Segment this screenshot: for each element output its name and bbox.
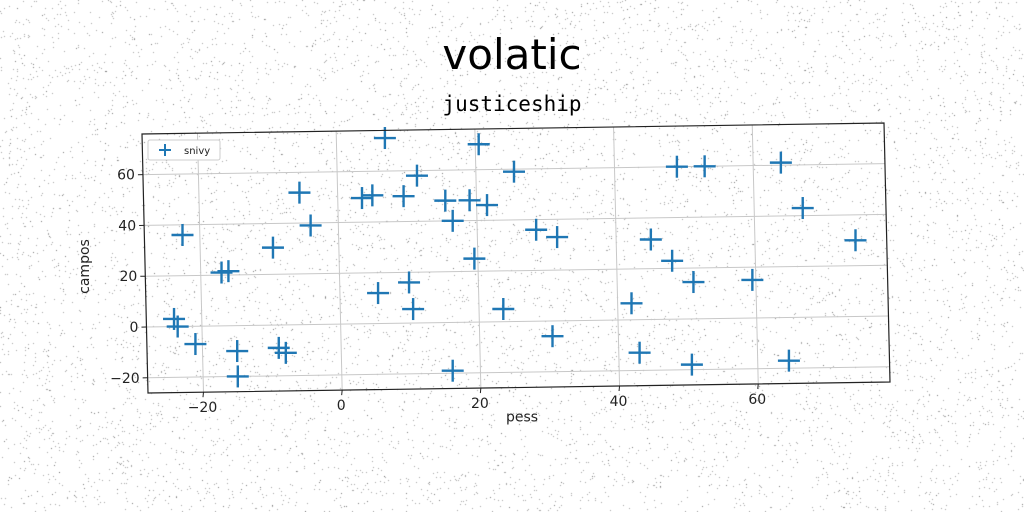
- x-axis-label: pess: [506, 410, 538, 426]
- data-point: [171, 224, 194, 247]
- data-point: [844, 229, 867, 252]
- data-point: [226, 365, 249, 388]
- data-point: [503, 160, 525, 183]
- x-gridline: [196, 133, 204, 393]
- axis-ticks: −20 0 20 40 60 −20 0 20 40 60: [110, 168, 766, 417]
- grid-lines: [142, 124, 890, 393]
- data-point: [350, 187, 373, 210]
- data-point: [546, 226, 569, 249]
- data-point: [682, 271, 705, 294]
- data-point: [226, 340, 249, 363]
- x-tick-label: −20: [188, 400, 218, 416]
- data-point: [680, 353, 703, 376]
- data-point: [661, 249, 684, 272]
- data-point: [665, 155, 688, 178]
- data-point: [541, 325, 564, 348]
- data-point: [288, 181, 311, 204]
- data-point: [791, 197, 814, 220]
- data-point: [441, 359, 464, 382]
- data-point: [274, 341, 297, 364]
- data-point: [467, 133, 490, 156]
- y-tick-label: 60: [117, 168, 135, 184]
- data-point: [476, 194, 499, 217]
- x-tick-mark: [479, 388, 482, 394]
- data-point: [441, 209, 464, 232]
- data-point: [261, 236, 284, 259]
- x-tick-mark: [618, 385, 621, 392]
- y-gridline: [146, 315, 889, 328]
- data-point: [620, 292, 643, 315]
- y-tick-label: 0: [130, 320, 139, 336]
- data-point: [166, 315, 189, 338]
- data-point: [361, 184, 384, 207]
- x-gridline: [751, 124, 759, 384]
- data-point: [392, 185, 415, 208]
- y-axis-label: campos: [77, 239, 93, 294]
- x-tick-label: 40: [610, 394, 628, 410]
- data-point: [217, 260, 240, 283]
- data-point: [367, 282, 390, 305]
- x-gridline: [335, 131, 343, 391]
- y-tick-label: 40: [118, 218, 136, 234]
- y-gridline: [145, 264, 888, 277]
- data-point: [777, 349, 800, 372]
- data-point: [639, 228, 662, 251]
- data-point: [184, 333, 207, 356]
- data-point: [525, 218, 548, 241]
- data-point: [693, 155, 716, 178]
- x-tick-mark: [757, 383, 759, 390]
- data-point: [769, 151, 792, 174]
- x-tick-mark: [341, 390, 343, 396]
- data-point: [741, 268, 764, 291]
- data-point: [398, 271, 421, 294]
- data-point: [299, 214, 322, 237]
- legend: snivy: [147, 139, 221, 161]
- legend-label-snivy: snivy: [184, 146, 210, 157]
- legend-marker: [159, 144, 171, 156]
- x-tick-label: 20: [471, 396, 489, 412]
- x-tick-mark: [202, 392, 204, 398]
- figure-suptitle: volatic: [442, 30, 582, 79]
- y-gridline: [147, 366, 890, 379]
- data-point: [402, 298, 425, 321]
- x-gridline: [613, 126, 621, 387]
- chart-title: justiceship: [442, 92, 582, 116]
- data-point: [628, 341, 651, 364]
- x-tick-label: 0: [337, 398, 346, 414]
- y-tick-label: 20: [119, 269, 137, 285]
- data-point: [492, 297, 515, 320]
- data-point: [463, 247, 486, 270]
- plot-frame: [141, 122, 891, 394]
- y-gridline: [144, 213, 887, 226]
- data-point: [405, 164, 428, 187]
- data-point: [434, 189, 457, 212]
- y-tick-label: −20: [110, 371, 140, 387]
- x-tick-label: 60: [748, 392, 766, 408]
- data-points: [163, 127, 867, 388]
- data-point: [458, 189, 481, 212]
